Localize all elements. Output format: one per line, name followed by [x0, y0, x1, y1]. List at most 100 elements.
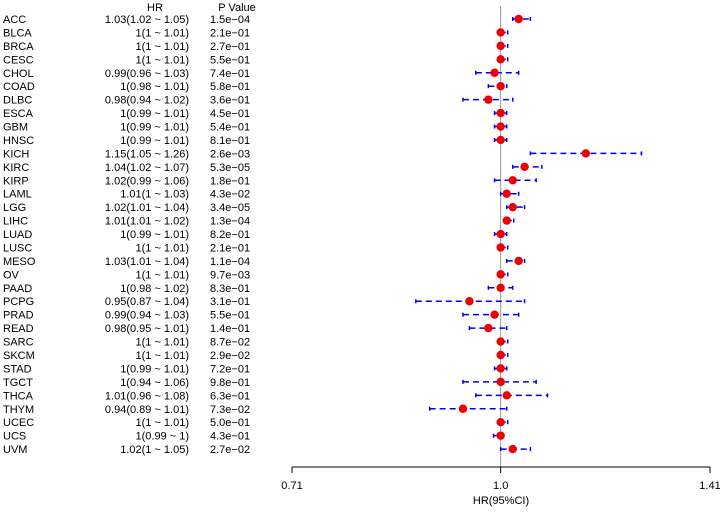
- p-value: 4.3e−02: [210, 189, 250, 201]
- cancer-label: STAD: [3, 363, 32, 375]
- p-value: 5.5e−01: [210, 310, 250, 322]
- hr-ci-value: 1(1 ~ 1.01): [135, 337, 189, 349]
- cancer-label: LGG: [3, 202, 26, 214]
- hr-ci-value: 1.15(1.05 ~ 1.26): [105, 148, 189, 160]
- p-value: 7.4e−01: [210, 68, 250, 80]
- p-value: 1.5e−04: [210, 14, 250, 26]
- forest-row-read: READ 0.98(0.95 ~ 1.01) 1.4e−01: [3, 323, 508, 335]
- hr-ci-value: 1(1 ~ 1.01): [135, 41, 189, 53]
- x-tick-label: 1.0: [493, 480, 508, 492]
- forest-row-pcpg: PCPG 0.95(0.87 ~ 1.04) 3.1e−01: [3, 296, 526, 308]
- cancer-label: UCEC: [3, 417, 34, 429]
- forest-row-luad: LUAD 1(0.99 ~ 1.01) 8.2e−01: [3, 229, 508, 241]
- cancer-label: CESC: [3, 54, 34, 66]
- hr-ci-value: 1(1 ~ 1.01): [135, 417, 189, 429]
- p-value: 6.3e−01: [210, 390, 250, 402]
- x-axis-label: HR(95%CI): [473, 495, 529, 507]
- hr-point: [496, 270, 505, 279]
- cancer-label: BLCA: [3, 27, 32, 39]
- cancer-label: LIHC: [3, 216, 28, 228]
- cancer-label: ESCA: [3, 108, 34, 120]
- forest-row-acc: ACC 1.03(1.02 ~ 1.05) 1.5e−04: [3, 14, 532, 26]
- forest-row-dlbc: DLBC 0.98(0.94 ~ 1.02) 3.6e−01: [3, 95, 514, 107]
- hr-point: [496, 364, 505, 373]
- hr-ci-value: 1(0.99 ~ 1.01): [120, 108, 189, 120]
- cancer-label: LAML: [3, 189, 32, 201]
- hr-point: [508, 202, 517, 212]
- forest-row-lihc: LIHC 1.01(1.01 ~ 1.02) 1.3e−04: [3, 216, 515, 228]
- hr-ci-value: 1.01(1 ~ 1.03): [120, 189, 189, 201]
- hr-ci-value: 1.02(1 ~ 1.05): [120, 444, 189, 456]
- cancer-label: HNSC: [3, 135, 34, 147]
- p-value: 9.8e−01: [210, 377, 250, 389]
- cancer-label: KIRP: [3, 175, 29, 187]
- cancer-label: KICH: [3, 148, 29, 160]
- forest-row-brca: BRCA 1(1 ~ 1.01) 2.7e−01: [3, 41, 509, 53]
- p-value: 3.1e−01: [210, 296, 250, 308]
- p-value: 8.3e−01: [210, 283, 250, 295]
- hr-ci-value: 1(0.99 ~ 1.01): [120, 135, 189, 147]
- forest-row-coad: COAD 1(0.98 ~ 1.01) 5.8e−01: [3, 81, 508, 93]
- p-value: 1.8e−01: [210, 175, 250, 187]
- p-value: 5.3e−05: [210, 162, 250, 174]
- hr-ci-value: 1(0.99 ~ 1): [135, 431, 189, 443]
- hr-point: [496, 283, 505, 292]
- hr-point: [496, 229, 505, 239]
- hr-ci-value: 1(0.98 ~ 1.01): [120, 81, 189, 93]
- forest-row-kirc: KIRC 1.04(1.02 ~ 1.07) 5.3e−05: [3, 162, 543, 174]
- p-value: 5.0e−01: [210, 417, 250, 429]
- pvalue-column-header: P Value: [218, 2, 256, 14]
- hr-ci-value: 1(0.99 ~ 1.01): [120, 229, 189, 241]
- p-value: 3.4e−05: [210, 202, 250, 214]
- p-value: 8.7e−02: [210, 337, 250, 349]
- cancer-label: LUAD: [3, 229, 32, 241]
- forest-row-kich: KICH 1.15(1.05 ~ 1.26) 2.6e−03: [3, 148, 643, 160]
- hr-point: [496, 41, 505, 51]
- p-value: 2.1e−01: [210, 27, 250, 39]
- cancer-label: ACC: [3, 14, 26, 26]
- forest-row-kirp: KIRP 1.02(0.99 ~ 1.06) 1.8e−01: [3, 175, 537, 187]
- cancer-label: MESO: [3, 256, 36, 268]
- hr-point: [484, 323, 493, 333]
- forest-row-laml: LAML 1.01(1 ~ 1.03) 4.3e−02: [3, 189, 520, 201]
- cancer-label: OV: [3, 269, 20, 281]
- hr-point: [520, 162, 529, 172]
- p-value: 2.7e−02: [210, 444, 250, 456]
- forest-row-uvm: UVM 1.02(1 ~ 1.05) 2.7e−02: [3, 444, 532, 456]
- cancer-label: GBM: [3, 122, 28, 134]
- hr-point: [496, 55, 505, 64]
- hr-point: [508, 176, 517, 185]
- p-value: 3.6e−01: [210, 95, 250, 107]
- p-value: 5.4e−01: [210, 122, 250, 134]
- hr-ci-value: 1(0.94 ~ 1.06): [120, 377, 189, 389]
- cancer-label: COAD: [3, 81, 35, 93]
- cancer-label: SKCM: [3, 350, 35, 362]
- hr-point: [514, 14, 523, 24]
- forest-row-thca: THCA 1.01(0.96 ~ 1.08) 6.3e−01: [3, 390, 549, 402]
- hr-ci-value: 1(1 ~ 1.01): [135, 27, 189, 39]
- cancer-label: READ: [3, 323, 34, 335]
- hr-ci-value: 1(0.99 ~ 1.01): [120, 363, 189, 375]
- hr-ci-value: 1(0.98 ~ 1.02): [120, 283, 189, 295]
- p-value: 7.2e−01: [210, 363, 250, 375]
- hr-point: [458, 404, 468, 413]
- hr-point: [496, 122, 505, 131]
- forest-row-ucec: UCEC 1(1 ~ 1.01) 5.0e−01: [3, 417, 509, 429]
- hr-point: [496, 243, 505, 252]
- cancer-label: TGCT: [3, 377, 33, 389]
- forest-row-skcm: SKCM 1(1 ~ 1.01) 2.9e−02: [3, 350, 509, 362]
- cancer-label: BRCA: [3, 41, 34, 53]
- p-value: 8.1e−01: [210, 135, 250, 147]
- hr-point: [502, 216, 511, 225]
- x-tick-label: 0.71: [281, 480, 302, 492]
- forest-row-lusc: LUSC 1(1 ~ 1.01) 2.1e−01: [3, 242, 509, 254]
- p-value: 1.4e−01: [210, 323, 250, 335]
- hr-ci-value: 1.01(1.01 ~ 1.02): [105, 216, 189, 228]
- cancer-label: CHOL: [3, 68, 34, 80]
- hr-ci-value: 0.98(0.95 ~ 1.01): [105, 323, 189, 335]
- forest-row-esca: ESCA 1(0.99 ~ 1.01) 4.5e−01: [3, 108, 508, 120]
- forest-row-chol: CHOL 0.99(0.96 ~ 1.03) 7.4e−01: [3, 68, 520, 80]
- cancer-label: DLBC: [3, 95, 32, 107]
- cancer-label: THCA: [3, 390, 34, 402]
- hr-point: [496, 431, 505, 440]
